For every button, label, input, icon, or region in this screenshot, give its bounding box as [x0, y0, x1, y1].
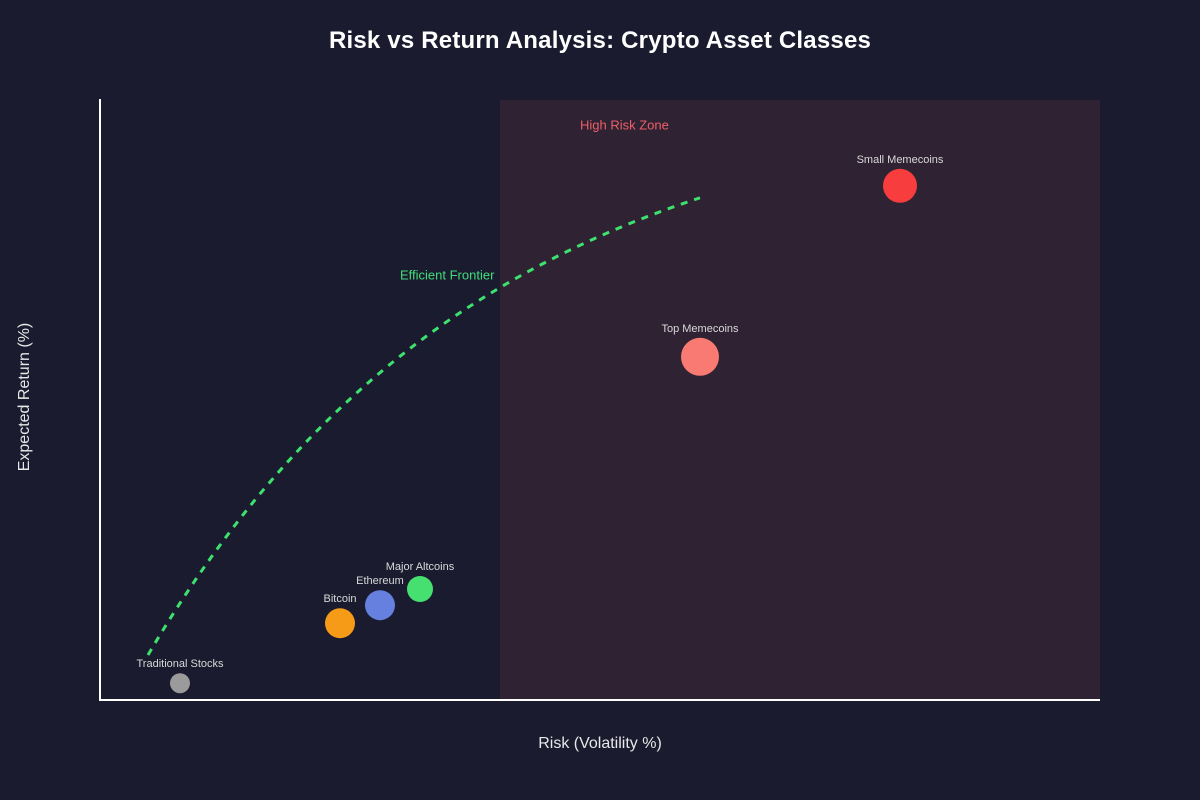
high-risk-zone-label: High Risk Zone — [580, 118, 669, 133]
y-axis-title: Expected Return (%) — [16, 322, 33, 472]
x-axis-title: Risk (Volatility %) — [538, 735, 662, 752]
data-point-major-altcoins[interactable] — [407, 576, 433, 602]
data-point-label-top-memecoins: Top Memecoins — [661, 323, 739, 335]
data-point-label-traditional-stocks: Traditional Stocks — [136, 658, 224, 670]
data-point-traditional-stocks[interactable] — [170, 673, 190, 694]
high-risk-zone-region — [500, 100, 1100, 699]
data-point-small-memecoins[interactable] — [883, 168, 917, 203]
data-point-ethereum[interactable] — [365, 590, 395, 621]
chart-title: Risk vs Return Analysis: Crypto Asset Cl… — [328, 27, 872, 54]
data-point-label-bitcoin: Bitcoin — [323, 593, 356, 605]
data-point-label-major-altcoins: Major Altcoins — [386, 561, 455, 573]
efficient-frontier-curve — [146, 196, 701, 656]
data-point-label-ethereum: Ethereum — [356, 575, 404, 587]
data-point-top-memecoins[interactable] — [681, 337, 719, 376]
data-point-bitcoin[interactable] — [325, 608, 355, 639]
data-point-label-small-memecoins: Small Memecoins — [857, 154, 944, 166]
efficient-frontier-label: Efficient Frontier — [400, 268, 495, 283]
